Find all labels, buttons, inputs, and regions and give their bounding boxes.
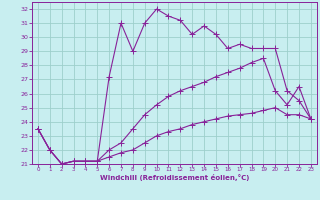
X-axis label: Windchill (Refroidissement éolien,°C): Windchill (Refroidissement éolien,°C) xyxy=(100,174,249,181)
